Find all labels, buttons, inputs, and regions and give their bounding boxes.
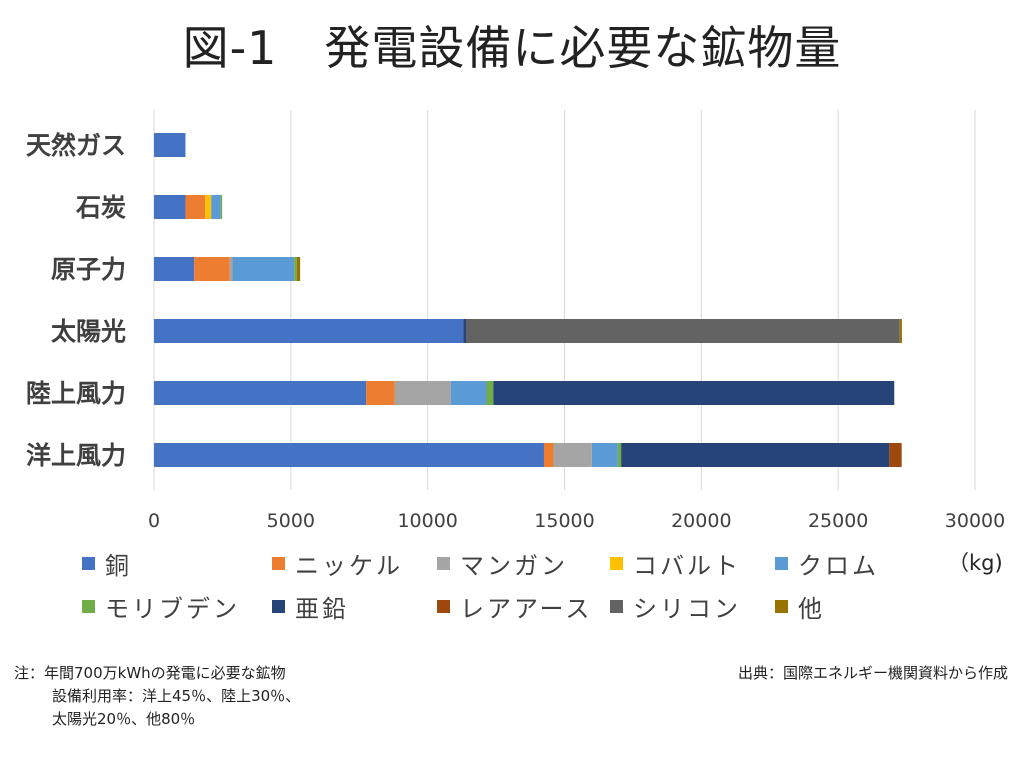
- category-label: 洋上風力: [26, 441, 126, 470]
- category-label: 陸上風力: [26, 379, 126, 408]
- footnote-line-2: 設備利用率：洋上45％、陸上30％、: [52, 687, 301, 705]
- legend-label: ニッケル: [295, 551, 403, 580]
- legend-swatch: [437, 556, 450, 570]
- legend-swatch: [610, 556, 623, 570]
- bar-segment: [154, 257, 195, 281]
- legend-swatch: [775, 556, 788, 570]
- bar-segment: [205, 195, 212, 219]
- bar-segment: [591, 443, 618, 467]
- legend-item: マンガン: [437, 546, 568, 580]
- footnote-line-3: 太陽光20％、他80％: [52, 710, 196, 728]
- legend-label: コバルト: [633, 551, 741, 580]
- x-tick-label: 10000: [397, 510, 457, 532]
- legend-label: クロム: [798, 551, 879, 580]
- bar-segment: [394, 381, 451, 405]
- bar-segment: [154, 443, 544, 467]
- bar-segment: [493, 381, 895, 405]
- legend-item: レアアース: [437, 589, 592, 623]
- footnote-line-1: 注：年間700万kWhの発電に必要な鉱物: [14, 664, 286, 682]
- legend-swatch: [272, 599, 285, 613]
- legend-swatch: [775, 599, 788, 613]
- bar-segment: [621, 443, 890, 467]
- x-tick-label: 20000: [671, 510, 731, 532]
- legend-item: 銅: [82, 546, 132, 580]
- bar-segment: [296, 257, 301, 281]
- footnote: 注：年間700万kWhの発電に必要な鉱物 設備利用率：洋上45％、陸上30％、 …: [14, 662, 300, 731]
- bar-segment: [154, 195, 186, 219]
- bar-segment: [232, 257, 295, 281]
- bar-segment: [185, 195, 206, 219]
- x-tick-label: 25000: [808, 510, 868, 532]
- bar-segment: [463, 319, 466, 343]
- legend-label: モリブデン: [105, 594, 240, 623]
- legend-item: 他: [775, 589, 825, 623]
- x-tick-label: 5000: [267, 510, 315, 532]
- bar-segment: [229, 257, 233, 281]
- category-label: 石炭: [75, 193, 126, 222]
- legend-item: クロム: [775, 546, 879, 580]
- bar-segment: [465, 319, 900, 343]
- stacked-bar-chart: 0 5000 10000 15000 20000 25000 30000 天然ガス石炭原子力太…: [26, 110, 1005, 532]
- bar-segment: [154, 319, 464, 343]
- bar-segment: [889, 443, 902, 467]
- legend-swatch: [437, 599, 450, 613]
- bar-segment: [154, 381, 367, 405]
- legend-label: レアアース: [460, 594, 593, 623]
- legend-swatch: [272, 556, 285, 570]
- bar-segment: [366, 381, 395, 405]
- legend-label: シリコン: [633, 594, 741, 623]
- legend-item: ニッケル: [272, 546, 403, 580]
- bar-segment: [617, 443, 622, 467]
- bar-segment: [294, 257, 297, 281]
- bar-segment: [486, 381, 494, 405]
- x-axis-unit-label: （kg): [948, 551, 1003, 575]
- bar-segment: [211, 195, 221, 219]
- legend-label: 銅: [105, 551, 132, 580]
- legend-label: 他: [798, 594, 825, 623]
- source-credit: 出典：国際エネルギー機関資料から作成: [737, 664, 1008, 682]
- category-label: 天然ガス: [26, 131, 126, 160]
- bar-segment: [553, 443, 592, 467]
- legend-label: マンガン: [460, 551, 568, 580]
- bar-segment: [194, 257, 230, 281]
- legend-item: シリコン: [610, 589, 741, 623]
- bar-segment: [220, 195, 223, 219]
- bar-segment: [154, 133, 186, 157]
- legend-swatch: [610, 599, 623, 613]
- legend-item: 亜鉛: [272, 589, 349, 623]
- legend-item: モリブデン: [82, 589, 240, 623]
- category-label: 太陽光: [51, 317, 126, 346]
- x-tick-label: 30000: [945, 510, 1005, 532]
- category-label: 原子力: [51, 255, 126, 284]
- bar-segment: [543, 443, 554, 467]
- legend-swatch: [82, 556, 95, 570]
- bar-segment: [450, 381, 487, 405]
- x-tick-label: 15000: [534, 510, 594, 532]
- bar-segment: [899, 319, 902, 343]
- x-tick-label: 0: [148, 510, 160, 532]
- page-title: 図-1 発電設備に必要な鉱物量: [182, 21, 842, 75]
- legend-item: コバルト: [610, 546, 741, 580]
- legend-label: 亜鉛: [295, 594, 349, 623]
- legend-swatch: [82, 599, 95, 613]
